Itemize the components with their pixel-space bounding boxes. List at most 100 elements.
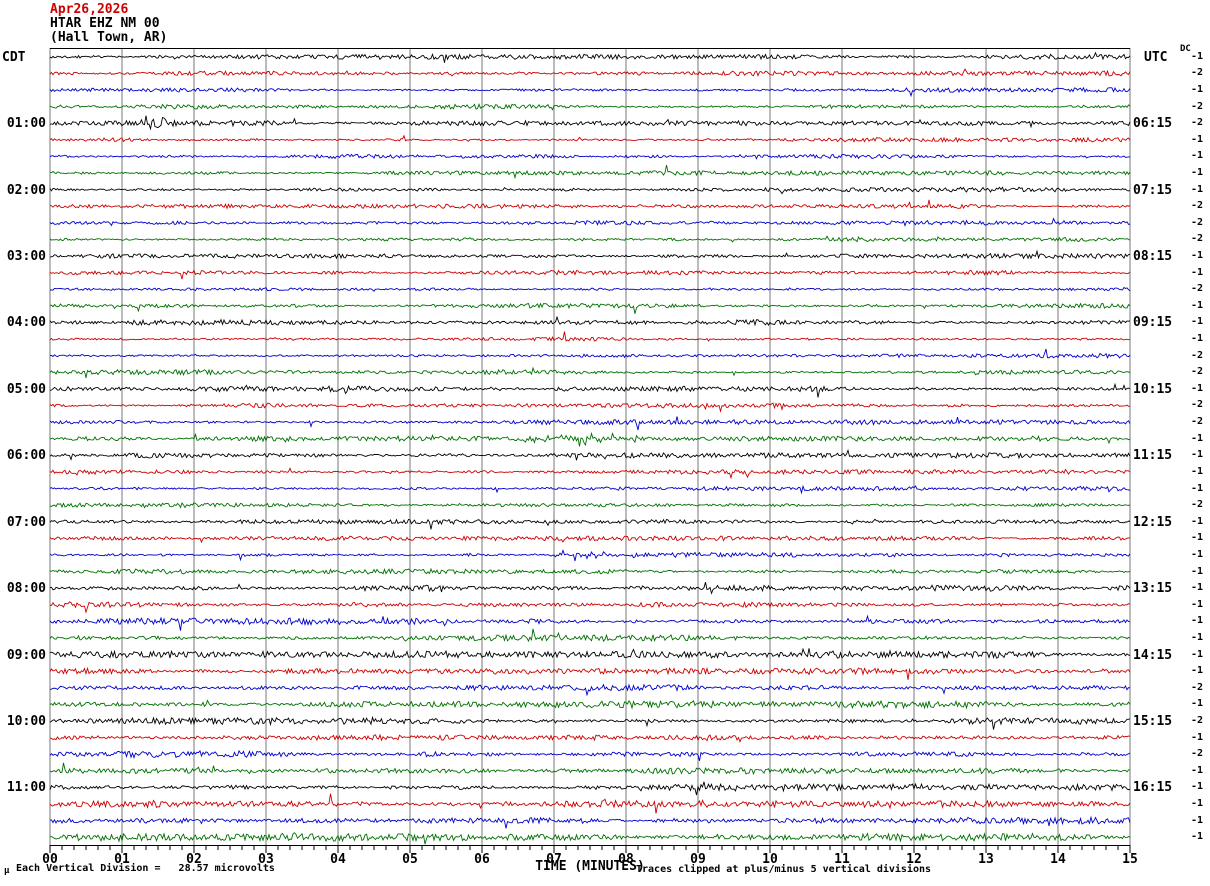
- dc-offset-value: -1: [1191, 482, 1204, 494]
- seismogram-trace: [49, 666, 1131, 680]
- seismogram-trace: [49, 269, 1131, 280]
- seismogram-trace: [49, 153, 1131, 160]
- seismogram-trace: [49, 467, 1131, 480]
- dc-offset-value: -1: [1191, 382, 1204, 394]
- station-code-label: HTAR EHZ NM 00: [50, 16, 160, 31]
- seismogram-trace: [49, 699, 1131, 710]
- dc-offset-value: -2: [1191, 499, 1204, 511]
- dc-offset-value: -2: [1191, 748, 1204, 760]
- seismogram-trace: [49, 548, 1131, 562]
- right-time-label: 10:15: [1133, 381, 1173, 397]
- x-tick-label: 06: [474, 852, 490, 867]
- seismogram-trace: [49, 567, 1131, 575]
- dc-offset-value: -1: [1191, 183, 1204, 195]
- seismogram-trace: [49, 683, 1131, 697]
- seismogram-trace: [49, 217, 1131, 227]
- dc-offset-value: -1: [1191, 582, 1204, 594]
- dc-offset-value: -1: [1191, 615, 1204, 627]
- seismogram-trace: [49, 164, 1131, 180]
- seismogram-trace: [49, 647, 1131, 660]
- seismogram-trace: [49, 793, 1131, 814]
- right-time-label: 06:15: [1133, 116, 1173, 132]
- left-time-label: 03:00: [6, 249, 46, 265]
- x-tick-label: 03: [258, 852, 274, 867]
- x-tick-label: 07: [546, 852, 562, 867]
- x-tick-label: 14: [1050, 852, 1066, 867]
- dc-offset-value: -1: [1191, 797, 1204, 809]
- seismogram-trace: [49, 733, 1131, 743]
- dc-offset-value: -1: [1191, 532, 1204, 544]
- seismogram-trace: [49, 302, 1131, 314]
- x-tick-label: 09: [690, 852, 706, 867]
- seismogram-trace: [49, 601, 1131, 614]
- x-tick-label: 12: [906, 852, 922, 867]
- seismogram-trace: [49, 614, 1131, 631]
- left-time-label: 10:00: [6, 713, 46, 729]
- dc-offset-value: -2: [1191, 714, 1204, 726]
- left-time-label: 07:00: [6, 514, 46, 530]
- dc-offset-value: -2: [1191, 416, 1204, 428]
- dc-offset-value: -2: [1191, 349, 1204, 361]
- seismogram-trace: [49, 749, 1131, 761]
- dc-offset-value: -1: [1191, 299, 1204, 311]
- seismogram-trace: [49, 535, 1131, 544]
- dc-offset-value: -1: [1191, 831, 1204, 843]
- seismogram-trace: [49, 315, 1131, 327]
- seismogram-trace: [49, 249, 1131, 260]
- left-time-label: 05:00: [6, 381, 46, 397]
- dc-offset-value: -1: [1191, 631, 1204, 643]
- seismogram-trace: [49, 484, 1131, 495]
- x-tick-label: 02: [186, 852, 202, 867]
- seismogram-trace: [49, 815, 1131, 829]
- seismogram-trace: [49, 199, 1131, 210]
- dc-offset-value: -2: [1191, 366, 1204, 378]
- seismogram-trace: [49, 501, 1131, 509]
- right-time-label: 16:15: [1133, 780, 1173, 796]
- dc-offset-value: -1: [1191, 764, 1204, 776]
- dc-offset-value: -1: [1191, 698, 1204, 710]
- seismogram-trace: [49, 762, 1131, 776]
- dc-offset-value: -2: [1191, 216, 1204, 228]
- left-time-label: 11:00: [6, 780, 46, 796]
- right-time-label: 14:15: [1133, 647, 1173, 663]
- dc-offset-value: -1: [1191, 266, 1204, 278]
- right-time-label: 11:15: [1133, 448, 1173, 464]
- x-tick-label: 01: [114, 852, 130, 867]
- dc-offset-value: -1: [1191, 250, 1204, 262]
- x-axis-title: TIME (MINUTES): [535, 859, 645, 874]
- seismogram-trace: [49, 286, 1131, 292]
- left-time-label: 08:00: [6, 581, 46, 597]
- seismogram-trace: [49, 582, 1131, 595]
- seismogram-trace: [49, 68, 1131, 77]
- left-time-label: 09:00: [6, 647, 46, 663]
- dc-offset-value: -2: [1191, 233, 1204, 245]
- x-tick-label: 00: [42, 852, 58, 867]
- dc-offset-value: -1: [1191, 598, 1204, 610]
- dc-offset-value: -1: [1191, 133, 1204, 145]
- dc-offset-value: -1: [1191, 167, 1204, 179]
- seismogram-trace: [49, 431, 1131, 447]
- right-time-label: 13:15: [1133, 581, 1173, 597]
- x-tick-label: 05: [402, 852, 418, 867]
- dc-offset-value: -2: [1191, 283, 1204, 295]
- right-time-label: 09:15: [1133, 315, 1173, 331]
- seismogram-trace: [49, 134, 1131, 144]
- x-tick-label: 04: [330, 852, 346, 867]
- x-tick-label: 10: [762, 852, 778, 867]
- dc-offset-value: -1: [1191, 84, 1204, 95]
- seismogram-trace: [49, 518, 1131, 530]
- seismogram-trace: [49, 102, 1131, 111]
- dc-offset-value: -1: [1191, 648, 1204, 660]
- right-time-label: 12:15: [1133, 514, 1173, 530]
- seismogram-trace: [49, 628, 1131, 643]
- dc-offset-value: -1: [1191, 50, 1204, 62]
- dc-column-header: DC: [1180, 44, 1191, 54]
- left-timezone-label: CDT: [2, 50, 26, 65]
- left-time-label: 01:00: [6, 116, 46, 132]
- seismogram-trace: [49, 715, 1131, 730]
- x-tick-label: 08: [618, 852, 634, 867]
- dc-offset-value: -1: [1191, 333, 1204, 345]
- dc-offset-value: -1: [1191, 465, 1204, 477]
